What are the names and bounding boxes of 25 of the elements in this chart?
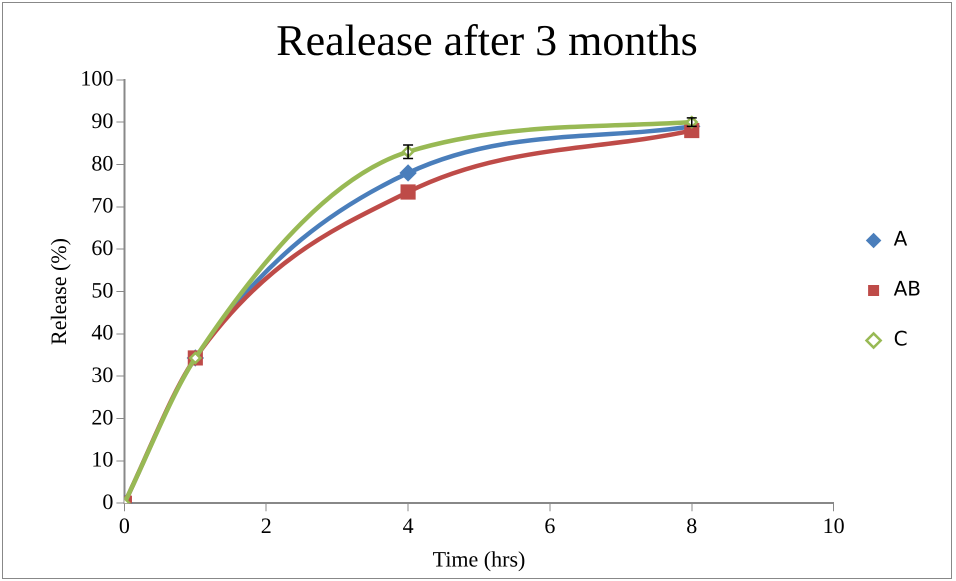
y-tick-label: 10 <box>91 446 114 472</box>
chart-title: Realease after 3 months <box>276 16 698 65</box>
legend-label: AB <box>894 276 922 301</box>
y-tick-label: 70 <box>91 192 114 218</box>
x-tick-label: 8 <box>686 513 698 538</box>
y-tick-label: 60 <box>91 234 114 260</box>
y-axis-title: Release (%) <box>46 238 71 345</box>
y-tick-label: 40 <box>91 320 114 345</box>
y-tick-label: 90 <box>91 108 114 133</box>
x-tick-label: 4 <box>402 513 414 538</box>
y-tick-label: 100 <box>80 66 114 91</box>
y-tick-label: 50 <box>91 277 114 302</box>
point <box>400 164 417 182</box>
point <box>400 184 416 200</box>
x-tick-label: 2 <box>260 513 272 538</box>
y-tick-label: 20 <box>91 404 114 430</box>
legend-label: A <box>894 226 908 251</box>
x-axis-title: Time (hrs) <box>432 546 526 572</box>
x-tick-label: 0 <box>118 513 130 538</box>
y-tick-label: 0 <box>102 488 114 514</box>
legend-label: C <box>894 326 908 351</box>
x-tick-label: 10 <box>822 513 845 538</box>
y-tick-label: 80 <box>91 150 114 176</box>
x-tick-label: 6 <box>544 513 556 538</box>
y-tick-label: 30 <box>91 362 114 387</box>
